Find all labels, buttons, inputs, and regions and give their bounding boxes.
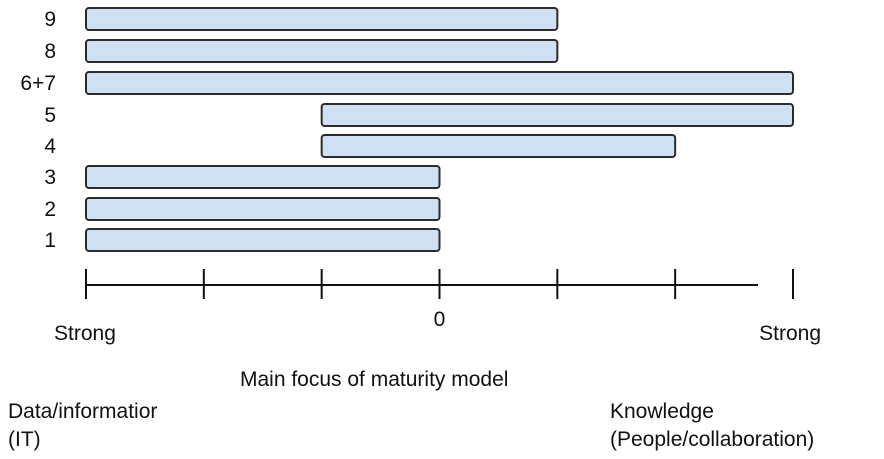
bar-4 [320, 134, 677, 158]
x-tick-label: 0 [434, 308, 446, 331]
category-label-4: 4 [44, 135, 56, 158]
category-label-2: 2 [44, 198, 56, 221]
right-end-label-line-1: Knowledge [610, 400, 714, 423]
right-end-label-line-2: (People/collaboration) [610, 428, 815, 451]
bar-9 [85, 7, 559, 31]
category-label-6+7: 6+7 [20, 72, 56, 95]
category-label-3: 3 [44, 166, 56, 189]
bar-2 [85, 197, 441, 221]
x-axis [85, 269, 794, 299]
bar-3 [85, 165, 441, 189]
bar-8 [85, 39, 559, 63]
left-end-label: Data/informatior (IT) [8, 398, 157, 454]
left-end-label-line-1: Data/informatior [8, 400, 158, 423]
bar-1 [85, 228, 441, 252]
bars-group [85, 7, 794, 252]
x-axis-title: Main focus of maturity model [240, 368, 509, 391]
category-label-9: 9 [44, 8, 56, 31]
bar-6+7 [85, 71, 794, 95]
left-end-label-line-2: (IT) [8, 428, 41, 451]
category-labels-group: 9 8 6+7 5 4 3 2 1 [20, 8, 56, 252]
right-end-label: Knowledge (People/collaboration) [610, 398, 814, 454]
x-tick-label: Strong [759, 322, 821, 345]
bar-5 [320, 103, 794, 127]
category-label-5: 5 [44, 104, 56, 127]
category-label-1: 1 [44, 229, 56, 252]
x-tick-labels-group: Strong 0 Strong [54, 308, 821, 345]
category-label-8: 8 [44, 40, 56, 63]
x-tick-label: Strong [54, 322, 116, 345]
